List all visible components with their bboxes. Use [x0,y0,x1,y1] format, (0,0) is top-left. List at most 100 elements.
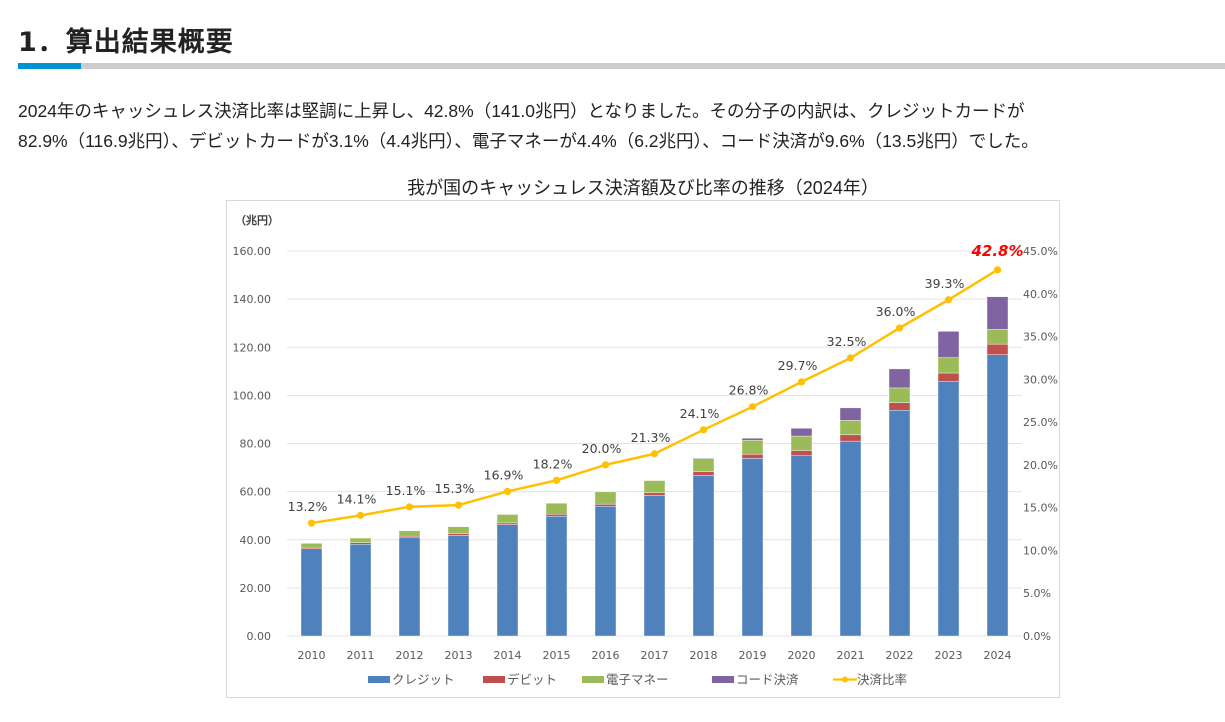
legend-marker [842,676,848,683]
bar-stack-2018 [692,457,715,637]
y-axis-right-ticks: 0.0% 5.0% 10.0% 15.0% 20.0% 25.0% 30.0% 35.0% 40… [1023,245,1058,643]
bar-segment-credit [447,535,470,637]
summary-line-2: 82.9%（116.9兆円）、デビットカードが3.1%（4.4兆円）、電子マネー… [18,131,1039,151]
bar-stack-2019 [741,438,764,637]
bar-segment-debit [790,450,813,456]
ratio-data-label: 26.8% [729,383,769,398]
bar-segment-credit [643,495,666,637]
bar-segment-code [986,296,1009,330]
ratio-point [601,461,610,469]
x-tick-label: 2024 [984,649,1012,662]
ratio-data-label-highlight: 42.8% [970,242,1023,260]
y-axis-unit-label: （兆円） [235,213,279,227]
legend-item: コード決済 [712,672,799,687]
x-tick-label: 2021 [837,649,865,662]
ratio-point [307,519,316,527]
bar-stack-2011 [349,537,372,637]
y2-tick-label: 20.0% [1023,459,1058,472]
legend-label: 決済比率 [857,672,907,687]
ratio-data-label: 14.1% [337,491,377,506]
x-tick-label: 2018 [690,649,718,662]
y-tick-label: 60.00 [240,486,272,499]
chart-frame: 0.00 20.00 40.00 60.00 80.00 100.00 120.00 140.… [226,200,1060,698]
bar-segment-code [692,457,715,459]
bar-segment-code [888,368,911,389]
x-tick-label: 2016 [592,649,620,662]
ratio-point [895,324,904,332]
bar-segment-credit [888,410,911,637]
x-tick-label: 2022 [886,649,914,662]
bar-stack-2024 [986,296,1009,637]
bar-segment-emoney [349,537,372,543]
x-tick-label: 2023 [935,649,963,662]
legend-label: クレジット [392,672,455,687]
bar-segment-emoney [888,387,911,403]
y2-tick-label: 15.0% [1023,502,1058,515]
bar-segment-debit [349,542,372,545]
bar-segment-emoney [594,491,617,505]
legend-item: クレジット [368,672,455,687]
x-tick-label: 2017 [641,649,669,662]
ratio-point [454,501,463,509]
ratio-point [846,354,855,362]
x-tick-label: 2015 [543,649,571,662]
legend: クレジット デビット 電子マネー コード決済 決済比率 [368,672,907,687]
bar-segment-credit [790,455,813,637]
ratio-point [356,511,365,519]
bar-segment-debit [937,372,960,382]
bar-segment-debit [692,471,715,476]
chart-title: 我が国のキャッシュレス決済額及び比率の推移（2024年） [407,178,879,198]
bar-segment-code [839,407,862,421]
y-tick-label: 140.00 [233,293,272,306]
x-tick-label: 2013 [445,649,473,662]
bar-segment-credit [545,515,568,637]
bar-stack-2016 [594,491,617,637]
y2-tick-label: 30.0% [1023,373,1058,386]
bar-segment-credit [839,440,862,637]
y-tick-label: 120.00 [233,341,272,354]
summary-line-1: 2024年のキャッシュレス決済比率は堅調に上昇し、42.8%（141.0兆円）と… [18,101,1025,121]
legend-swatch [483,676,505,683]
ratio-data-labels: 13.2% 14.1% 15.1% 15.3% 16.9% 18.2% 20.0% 21.3%… [288,242,1024,514]
bar-segment-debit [300,547,323,549]
bar-stack-2010 [300,543,323,637]
bar-stack-2022 [888,368,911,637]
bar-segment-emoney [496,514,519,524]
ratio-point [748,403,757,411]
y-tick-label: 160.00 [233,245,272,258]
ratio-data-label: 24.1% [680,406,720,421]
bar-segment-code [937,331,960,358]
y-tick-label: 0.00 [247,630,272,643]
y-tick-label: 100.00 [233,389,272,402]
bar-stack-2017 [643,480,666,637]
ratio-data-label: 16.9% [484,467,524,482]
ratio-data-label: 39.3% [925,276,965,291]
y2-tick-label: 25.0% [1023,416,1058,429]
ratio-point [405,503,414,511]
bar-stack-2020 [790,428,813,637]
legend-swatch [712,676,734,683]
bar-segment-debit [986,343,1009,355]
legend-swatch [368,676,390,683]
bar-segment-emoney [839,420,862,436]
bar-segment-emoney [447,526,470,534]
ratio-data-label: 32.5% [827,334,867,349]
y2-tick-label: 5.0% [1023,587,1051,600]
y-tick-label: 40.00 [240,534,272,547]
bar-segment-emoney [643,480,666,494]
x-axis-ticks: 2010 2011 2012 2013 2014 2015 2016 2017 2018 2019… [298,649,1012,662]
bar-segment-credit [692,475,715,637]
ratio-point [503,487,512,496]
section-heading: 1．算出結果概要 [18,27,234,58]
legend-item: 決済比率 [833,672,907,687]
ratio-point [699,426,708,434]
y-tick-label: 80.00 [240,438,272,451]
ratio-data-label: 20.0% [582,441,622,456]
bar-stack-2014 [496,514,519,637]
y2-tick-label: 35.0% [1023,331,1058,344]
bar-stack-2013 [447,526,470,637]
ratio-data-label: 18.2% [533,456,573,471]
ratio-point [797,378,806,386]
ratio-point [993,266,1002,274]
bar-segment-debit [839,434,862,442]
